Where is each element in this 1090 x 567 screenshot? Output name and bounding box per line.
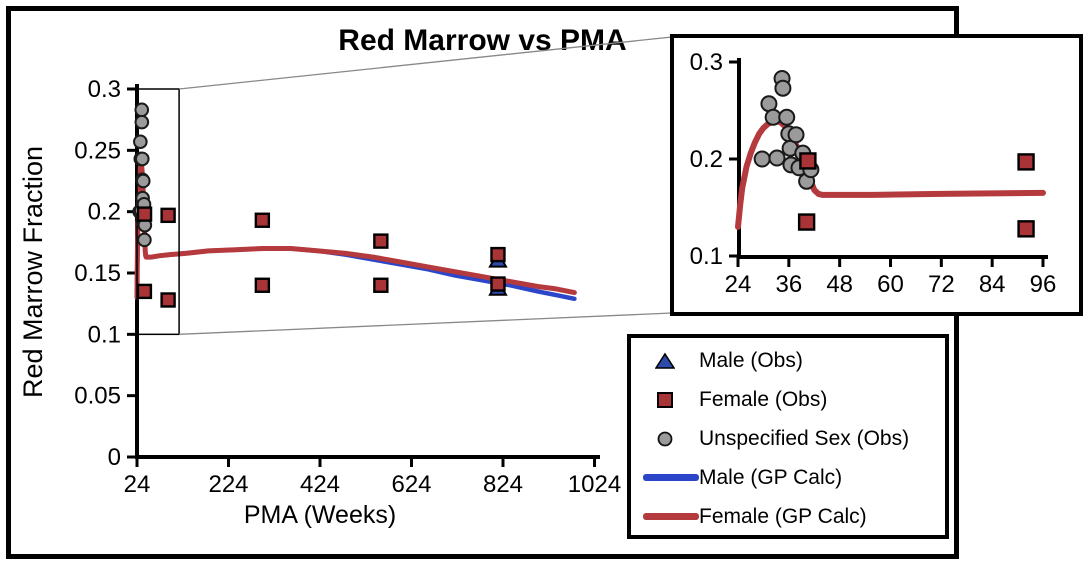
inset-connector-bottom bbox=[179, 312, 673, 335]
obs-point-unspecified-inset bbox=[753, 150, 771, 168]
square-marker-icon bbox=[631, 391, 699, 409]
main-y-tick-label: 0.15 bbox=[74, 260, 121, 287]
inset-x-tick-label: 96 bbox=[1030, 271, 1057, 298]
legend-item-female-obs: Female (Obs) bbox=[631, 380, 945, 419]
obs-point-female-inset bbox=[1017, 153, 1035, 171]
obs-point-female bbox=[254, 212, 271, 228]
obs-point-female-inset bbox=[1017, 220, 1035, 238]
obs-point-unspecified bbox=[135, 173, 151, 189]
inset-x-tick-label: 72 bbox=[928, 271, 955, 298]
obs-point-unspecified bbox=[137, 232, 152, 248]
obs-point-female bbox=[490, 246, 506, 263]
obs-point-female bbox=[160, 207, 176, 224]
obs-point-unspecified bbox=[134, 114, 150, 130]
main-x-tick-label: 224 bbox=[208, 471, 248, 498]
legend-item-unspecified-obs: Unspecified Sex (Obs) bbox=[631, 419, 945, 458]
plot-layer: 0 0.05 0.1 0.15 0.2 0.25 0.3 24 224 424 624 824 1024… bbox=[74, 34, 1083, 498]
legend-item-male-obs: Male (Obs) bbox=[631, 341, 945, 380]
x-axis-title: PMA (Weeks) bbox=[244, 501, 396, 529]
main-y-tick-label: 0.1 bbox=[88, 321, 121, 348]
main-y-tick-label: 0.2 bbox=[88, 199, 121, 226]
main-y-tick-label: 0.3 bbox=[88, 76, 121, 103]
obs-point-unspecified bbox=[134, 102, 150, 118]
inset-x-tick-label: 48 bbox=[826, 271, 853, 298]
chart-title: Red Marrow vs PMA bbox=[338, 24, 627, 57]
main-x-tick-label: 824 bbox=[483, 471, 523, 498]
inset-connector-top bbox=[179, 36, 673, 90]
triangle-marker-icon bbox=[631, 352, 699, 370]
inset-x-tick-label: 84 bbox=[979, 271, 1006, 298]
obs-point-female-inset bbox=[799, 152, 817, 170]
inset-y-tick-label: 0.1 bbox=[690, 243, 723, 270]
main-x-tick-label: 424 bbox=[300, 471, 340, 498]
main-x-tick-label: 1024 bbox=[568, 471, 621, 498]
obs-point-female bbox=[136, 206, 153, 222]
obs-point-female bbox=[490, 276, 506, 292]
obs-point-unspecified-inset bbox=[778, 108, 796, 126]
main-x-tick-label: 624 bbox=[391, 471, 431, 498]
inset-y-tick-label: 0.2 bbox=[690, 146, 723, 173]
male-curve-main bbox=[134, 161, 577, 302]
main-y-tick-label: 0 bbox=[108, 444, 121, 471]
inset-x-tick-label: 60 bbox=[877, 271, 904, 298]
obs-point-female bbox=[373, 233, 389, 249]
y-axis-title: Red Marrow Fraction bbox=[18, 146, 48, 398]
obs-point-female bbox=[254, 277, 271, 293]
legend: Male (Obs) Female (Obs) Unspecified Sex … bbox=[627, 334, 949, 539]
legend-label: Female (GP Calc) bbox=[699, 504, 867, 528]
obs-point-female-inset bbox=[797, 213, 816, 231]
legend-label: Female (Obs) bbox=[699, 387, 828, 411]
obs-point-unspecified bbox=[134, 151, 150, 167]
obs-point-unspecified-inset bbox=[768, 149, 786, 167]
circle-marker-icon bbox=[631, 430, 699, 448]
main-x-tick-label: 24 bbox=[124, 471, 151, 498]
line-marker-icon bbox=[631, 513, 699, 520]
obs-point-unspecified bbox=[133, 134, 148, 150]
inset-y-tick-label: 0.3 bbox=[690, 49, 723, 76]
legend-item-male-gp-calc: Male (GP Calc) bbox=[631, 458, 945, 497]
main-y-tick-label: 0.25 bbox=[74, 137, 121, 164]
female-curve-main bbox=[134, 161, 577, 300]
obs-point-female bbox=[136, 283, 153, 300]
obs-point-female bbox=[373, 277, 389, 293]
obs-point-female bbox=[160, 292, 176, 308]
main-y-tick-label: 0.05 bbox=[74, 383, 121, 410]
legend-label: Male (GP Calc) bbox=[699, 465, 843, 489]
obs-point-unspecified-inset bbox=[787, 126, 805, 144]
obs-point-unspecified-inset bbox=[774, 79, 792, 97]
legend-item-female-gp-calc: Female (GP Calc) bbox=[631, 497, 945, 536]
line-marker-icon bbox=[631, 474, 699, 481]
inset-x-tick-label: 36 bbox=[775, 271, 802, 298]
inset-x-tick-label: 24 bbox=[725, 271, 752, 298]
legend-label: Unspecified Sex (Obs) bbox=[699, 426, 910, 450]
legend-label: Male (Obs) bbox=[699, 348, 803, 372]
